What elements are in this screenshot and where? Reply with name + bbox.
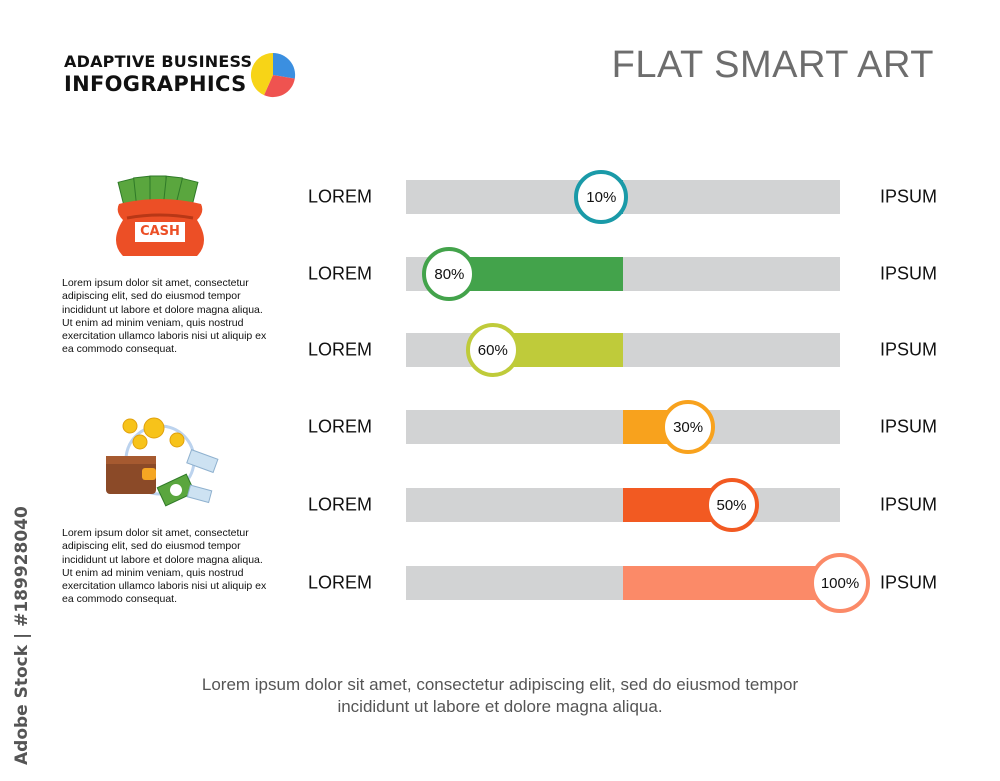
chart-row: LOREM 30% IPSUM (0, 397, 1000, 457)
right-label: IPSUM (880, 416, 938, 437)
cash-label: CASH (140, 224, 180, 239)
chart-row: LOREM 100% IPSUM (0, 553, 1000, 613)
value-marker: 50% (704, 478, 759, 532)
bar-track (406, 488, 840, 522)
value-marker: 100% (810, 553, 870, 613)
category-label: LOREM (308, 494, 373, 515)
right-label: IPSUM (880, 494, 938, 515)
right-label: IPSUM (880, 263, 938, 284)
right-label: IPSUM (880, 572, 938, 593)
value-marker: 10% (574, 170, 629, 224)
value-marker: 30% (661, 400, 716, 454)
footer-line-2: incididunt ut labore et dolore magna ali… (337, 697, 663, 716)
bar (449, 257, 623, 291)
category-label: LOREM (308, 186, 373, 207)
pie-chart-icon (250, 52, 296, 98)
description-text-2: Lorem ipsum dolor sit amet, consectetur … (62, 527, 267, 606)
footer-line-1: Lorem ipsum dolor sit amet, consectetur … (201, 675, 799, 694)
watermark: Adobe Stock | #189928040 (12, 506, 32, 765)
chart-row: LOREM 10% IPSUM (0, 167, 1000, 227)
cash-bag-icon (116, 175, 204, 256)
brand-line-1: ADAPTIVE BUSINESS (64, 52, 253, 71)
bar-track (406, 566, 840, 600)
wallet-coins-icon (106, 417, 219, 507)
description-text-1: Lorem ipsum dolor sit amet, consectetur … (62, 277, 267, 356)
brand-line-2: INFOGRAPHICS (64, 72, 247, 96)
right-label: IPSUM (880, 339, 938, 360)
chart-row: LOREM 60% IPSUM (0, 320, 1000, 380)
footer-text: Lorem ipsum dolor sit amet, consectetur … (0, 674, 1000, 718)
bar-track (406, 257, 840, 291)
category-label: LOREM (308, 339, 373, 360)
category-label: LOREM (308, 416, 373, 437)
bar-track (406, 410, 840, 444)
category-label: LOREM (308, 572, 373, 593)
bar (623, 566, 840, 600)
category-label: LOREM (308, 263, 373, 284)
page-title: FLAT SMART ART (611, 44, 934, 86)
value-marker: 80% (422, 247, 477, 301)
chart-row: LOREM 80% IPSUM (0, 244, 1000, 304)
brand: ADAPTIVE BUSINESS INFOGRAPHICS (64, 52, 252, 96)
right-label: IPSUM (880, 186, 938, 207)
value-marker: 60% (465, 323, 520, 377)
chart-row: LOREM 50% IPSUM (0, 475, 1000, 535)
